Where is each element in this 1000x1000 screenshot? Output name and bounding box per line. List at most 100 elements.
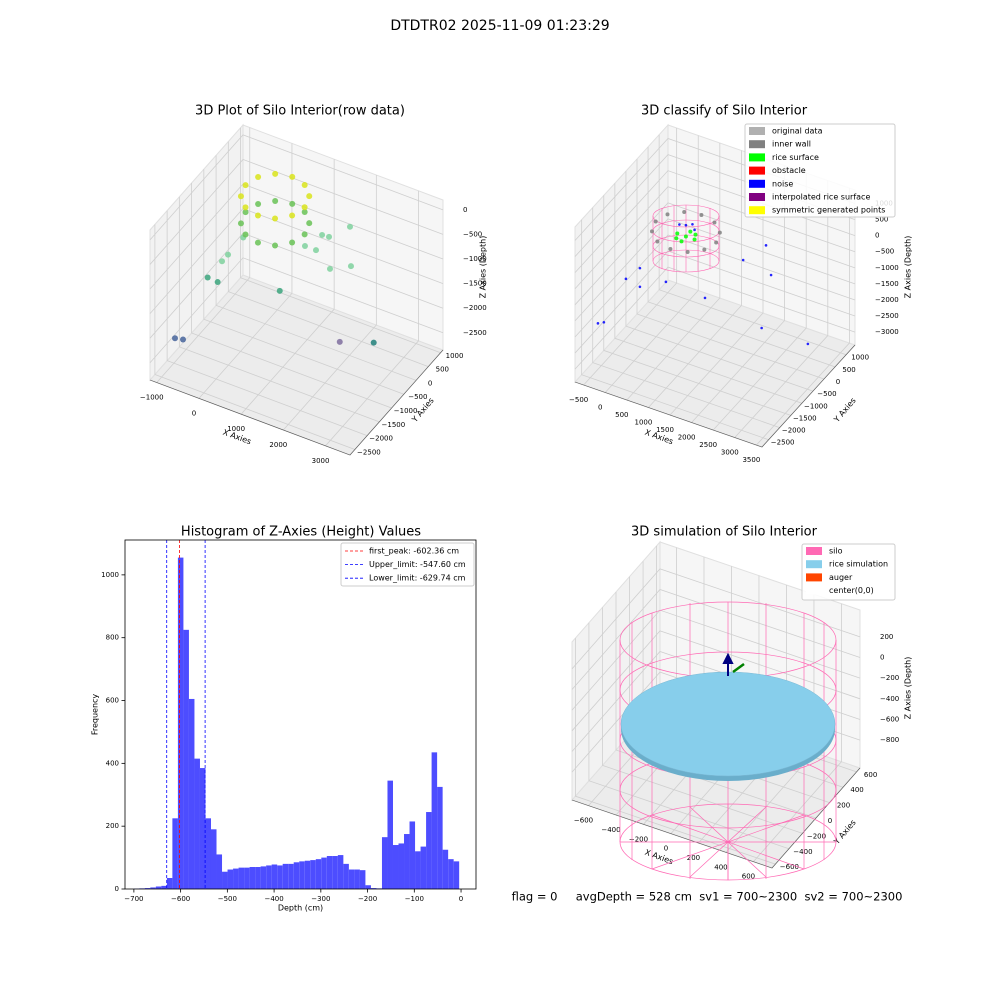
grid-line bbox=[149, 158, 444, 265]
x-tick-label: 400 bbox=[714, 863, 727, 871]
figure-title: DTDTR02 2025-11-09 01:23:29 bbox=[390, 18, 609, 34]
point bbox=[688, 229, 693, 234]
grid-line bbox=[283, 175, 377, 431]
point bbox=[691, 223, 694, 226]
x-tick-label: −500 bbox=[569, 396, 588, 404]
bar bbox=[359, 870, 366, 889]
z-tick-label: −800 bbox=[880, 736, 899, 744]
grid-line bbox=[581, 219, 769, 441]
silo-simulation bbox=[619, 601, 837, 881]
point bbox=[693, 228, 696, 232]
point bbox=[760, 326, 763, 330]
legend-box bbox=[801, 543, 896, 601]
point bbox=[624, 277, 628, 281]
point bbox=[717, 230, 722, 235]
bar bbox=[310, 860, 316, 889]
bar bbox=[205, 818, 211, 889]
x-tick-label: 0 bbox=[664, 845, 668, 853]
x-tick-label: 200 bbox=[687, 854, 700, 862]
x-tick-label: 2000 bbox=[678, 434, 696, 442]
point bbox=[638, 266, 642, 270]
bar bbox=[354, 869, 360, 889]
z-tick-label: −200 bbox=[880, 674, 899, 682]
bar bbox=[150, 887, 156, 889]
x-tick-label: 600 bbox=[742, 873, 755, 881]
grid-line bbox=[574, 186, 856, 290]
y-tick-label: −1000 bbox=[394, 407, 418, 415]
bar bbox=[420, 846, 427, 889]
legend-label: noise bbox=[772, 179, 793, 188]
legend-label: original data bbox=[772, 127, 823, 136]
y-tick-label: −1000 bbox=[804, 402, 828, 410]
bar bbox=[222, 871, 228, 889]
point bbox=[703, 296, 707, 300]
point bbox=[242, 231, 249, 238]
grid-line bbox=[325, 190, 419, 447]
bar bbox=[199, 768, 206, 889]
grid-line bbox=[240, 127, 441, 354]
bar bbox=[172, 818, 178, 889]
x-tick-label: −200 bbox=[358, 895, 377, 903]
grid-line bbox=[198, 143, 293, 399]
bar bbox=[177, 557, 184, 889]
legend-patch bbox=[806, 560, 822, 569]
z-tick-label: −500 bbox=[875, 248, 894, 256]
grid-line bbox=[154, 224, 356, 450]
point bbox=[306, 193, 313, 200]
point bbox=[370, 339, 377, 346]
point bbox=[684, 223, 688, 227]
point bbox=[276, 287, 283, 294]
legend-label: inner wall bbox=[772, 140, 811, 149]
bar bbox=[304, 860, 311, 889]
legend-label: Upper_limit: -547.60 cm bbox=[369, 560, 466, 569]
z-tick-label: 500 bbox=[875, 216, 888, 224]
legend-label: auger bbox=[829, 573, 853, 582]
legend-label: Lower_limit: -629.74 cm bbox=[369, 574, 466, 583]
point bbox=[602, 320, 606, 324]
point bbox=[237, 193, 244, 200]
grid-line bbox=[734, 180, 829, 438]
y-tick-label: 1000 bbox=[101, 571, 119, 579]
point bbox=[702, 247, 707, 252]
bar bbox=[370, 888, 377, 889]
x-tick-label: 3500 bbox=[742, 456, 760, 464]
point bbox=[682, 210, 687, 215]
x-tick-label: 500 bbox=[615, 411, 628, 419]
legend-patch bbox=[806, 586, 822, 595]
bar bbox=[415, 851, 421, 889]
chart-title: 3D simulation of Silo Interior bbox=[631, 525, 818, 540]
y-tick-label: 500 bbox=[436, 366, 449, 374]
grid-line bbox=[574, 202, 856, 306]
legend-patch bbox=[749, 179, 765, 188]
bar bbox=[404, 834, 410, 889]
point bbox=[346, 223, 353, 230]
point bbox=[301, 204, 308, 211]
bar bbox=[183, 629, 189, 889]
grid-line bbox=[614, 183, 802, 404]
axis-label: X Axies bbox=[644, 848, 675, 867]
point bbox=[301, 242, 308, 249]
x-tick-label: 3000 bbox=[721, 449, 739, 457]
point bbox=[171, 335, 178, 342]
grid-line bbox=[240, 159, 335, 415]
point bbox=[255, 201, 262, 208]
x-tick-label: 1500 bbox=[656, 426, 674, 434]
bar bbox=[387, 780, 393, 889]
point bbox=[665, 212, 670, 217]
point bbox=[301, 209, 308, 216]
point bbox=[674, 236, 679, 241]
point bbox=[650, 229, 655, 234]
point bbox=[693, 232, 698, 237]
point bbox=[301, 231, 308, 238]
point bbox=[347, 263, 354, 270]
bar bbox=[216, 854, 223, 889]
z-tick-label: −3000 bbox=[875, 328, 899, 336]
axis-label: Z Axies (Depth) bbox=[904, 657, 913, 720]
point bbox=[219, 258, 226, 265]
point bbox=[679, 239, 684, 244]
z-tick-label: −600 bbox=[880, 715, 899, 723]
grid-line bbox=[574, 638, 776, 865]
x-tick-label: 1000 bbox=[635, 419, 653, 427]
bar bbox=[398, 843, 405, 889]
y-tick-label: 0 bbox=[428, 379, 432, 387]
